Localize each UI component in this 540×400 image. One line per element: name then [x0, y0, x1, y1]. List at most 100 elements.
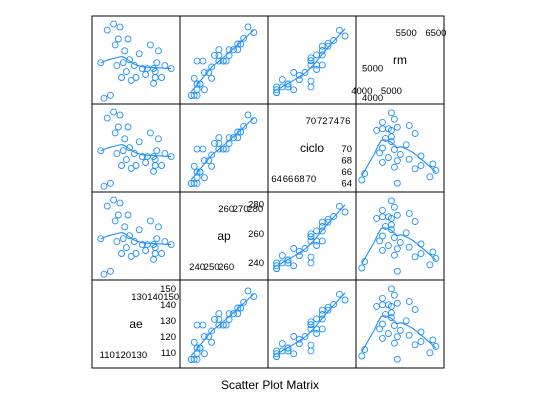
- tick-label: 140: [160, 300, 176, 311]
- data-point: [114, 211, 122, 219]
- panel-frame: [91, 15, 181, 105]
- data-point: [384, 330, 392, 338]
- data-point: [103, 114, 111, 122]
- data-point: [225, 46, 233, 54]
- data-point: [278, 76, 286, 84]
- data-point: [150, 79, 158, 87]
- data-point: [405, 243, 413, 251]
- smooth-line: [190, 117, 255, 181]
- tick-label: 240: [189, 262, 205, 273]
- tick-label: 5500: [396, 28, 417, 39]
- data-point: [402, 141, 410, 149]
- data-point: [405, 122, 413, 130]
- data-point: [187, 355, 195, 363]
- data-point: [200, 350, 208, 358]
- data-point: [382, 310, 389, 318]
- variable-name: rm: [393, 53, 407, 67]
- data-point: [417, 152, 425, 160]
- tick-label: 150: [163, 292, 179, 303]
- data-point: [193, 145, 201, 153]
- data-point: [402, 229, 410, 237]
- data-point: [387, 285, 395, 293]
- smooth-line: [100, 56, 172, 70]
- data-point: [116, 199, 124, 207]
- data-point: [150, 167, 158, 175]
- data-point: [234, 40, 242, 48]
- data-point: [379, 118, 386, 126]
- data-point: [154, 223, 162, 231]
- data-point: [411, 341, 419, 349]
- data-point: [110, 20, 118, 28]
- data-point: [390, 234, 398, 242]
- panel-1-0: [91, 103, 181, 193]
- data-point: [313, 330, 321, 337]
- data-point: [390, 163, 398, 171]
- data-point: [313, 51, 321, 59]
- data-point: [290, 86, 298, 94]
- data-point: [307, 347, 315, 355]
- data-point: [307, 318, 315, 326]
- data-point: [106, 91, 114, 99]
- data-point: [187, 179, 195, 187]
- data-point: [290, 332, 298, 340]
- data-point: [390, 322, 398, 330]
- data-point: [284, 344, 292, 352]
- data-point: [307, 233, 315, 241]
- data-point: [126, 144, 134, 152]
- data-point: [307, 57, 315, 65]
- data-point: [103, 202, 111, 210]
- data-point: [295, 252, 303, 260]
- tick-label: 5000: [381, 86, 402, 97]
- data-point: [199, 321, 207, 329]
- panel-0-2: [267, 15, 357, 105]
- panel-3-2: [267, 279, 357, 369]
- tick-label: 280: [248, 200, 264, 211]
- data-point: [100, 182, 108, 190]
- data-point: [119, 235, 127, 243]
- tick-label: 68: [341, 156, 352, 167]
- data-point: [190, 179, 198, 187]
- data-point: [273, 262, 281, 270]
- data-point: [116, 23, 124, 31]
- tick-label: 130: [131, 350, 147, 361]
- data-point: [230, 134, 237, 142]
- data-point: [390, 339, 398, 347]
- data-point: [313, 66, 321, 73]
- tick-label: 260: [218, 262, 234, 273]
- panel-frame: [179, 103, 269, 193]
- tick-label: 70: [306, 174, 317, 185]
- data-point: [341, 296, 349, 304]
- tick-label: 4000: [351, 86, 372, 97]
- tick-label: 120: [160, 332, 176, 343]
- data-point: [318, 237, 326, 245]
- data-point: [240, 298, 248, 306]
- data-point: [215, 134, 223, 142]
- data-point: [122, 68, 130, 76]
- data-point: [121, 47, 129, 55]
- tick-label: 150: [160, 284, 176, 295]
- data-point: [116, 111, 124, 119]
- data-point: [382, 134, 389, 142]
- data-point: [432, 166, 440, 174]
- panel-frame: [355, 191, 445, 281]
- data-point: [390, 115, 398, 123]
- tick-label: 140: [147, 292, 163, 303]
- data-point: [111, 129, 119, 137]
- data-point: [122, 156, 130, 164]
- data-point: [158, 250, 166, 257]
- data-point: [295, 76, 303, 84]
- panel-frame: [91, 103, 181, 193]
- data-point: [411, 218, 419, 226]
- data-point: [290, 262, 298, 270]
- smooth-line: [361, 227, 437, 265]
- data-point: [376, 237, 384, 245]
- data-point: [119, 59, 127, 67]
- data-point: [307, 253, 315, 261]
- data-point: [211, 315, 218, 323]
- tick-label: 240: [248, 258, 264, 269]
- data-point: [290, 350, 298, 358]
- data-point: [335, 26, 343, 34]
- data-point: [393, 267, 401, 275]
- data-point: [318, 325, 326, 333]
- data-point: [158, 162, 166, 169]
